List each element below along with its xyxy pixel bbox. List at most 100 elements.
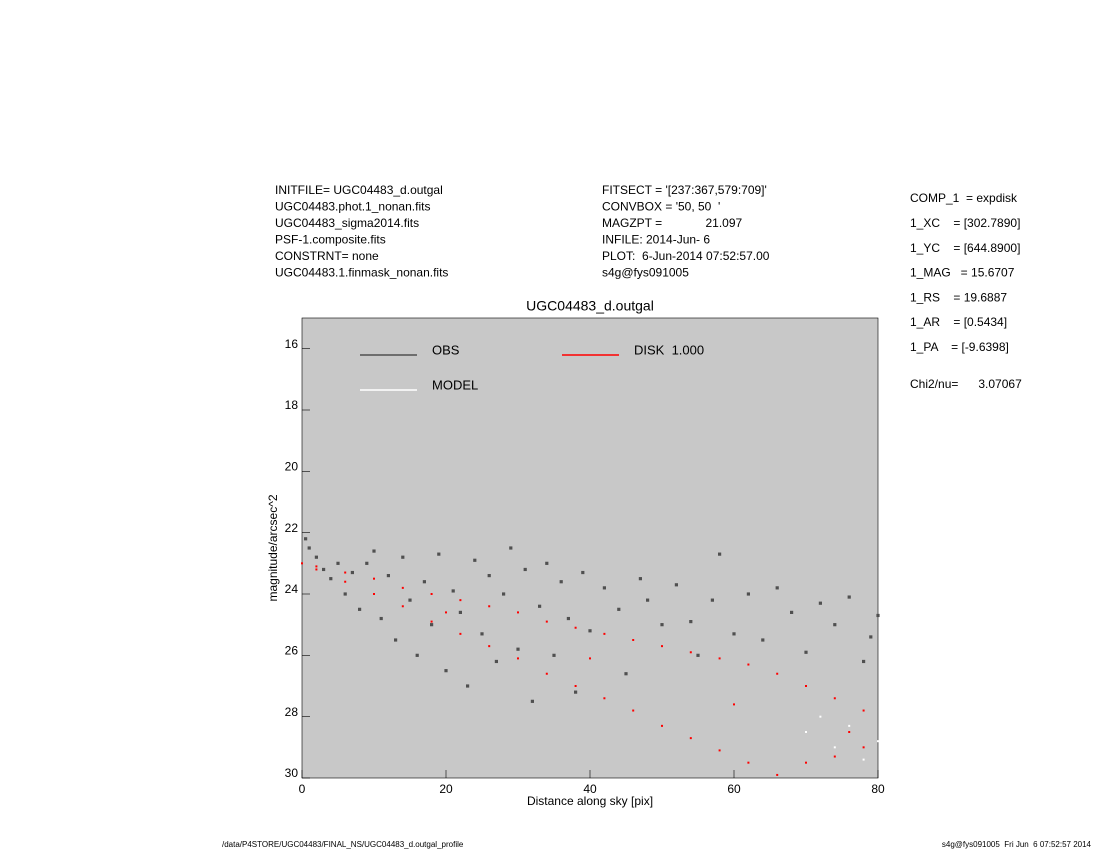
point xyxy=(588,629,592,633)
point xyxy=(408,598,412,602)
point xyxy=(444,669,448,673)
point xyxy=(733,703,735,706)
header-middle-line: PLOT: 6-Jun-2014 07:52:57.00 xyxy=(602,249,770,263)
header-right-line: 1_XC = [302.7890] xyxy=(910,216,1020,230)
point xyxy=(430,623,434,627)
point xyxy=(602,586,606,590)
point xyxy=(661,645,663,648)
point xyxy=(660,623,664,627)
point xyxy=(603,697,606,700)
point xyxy=(848,731,851,733)
y-tick-label: 22 xyxy=(285,521,299,535)
point xyxy=(437,552,441,556)
header-right-line: 1_PA = [-9.6398] xyxy=(910,340,1009,354)
legend-label: OBS xyxy=(432,342,460,357)
legend-label: MODEL xyxy=(432,377,478,392)
y-tick-label: 26 xyxy=(285,644,299,658)
x-tick-label: 0 xyxy=(299,782,306,796)
point xyxy=(776,773,779,776)
header-middle-line: FITSECT = '[237:367,579:709]' xyxy=(602,183,767,197)
point xyxy=(494,659,498,664)
point xyxy=(451,589,455,593)
point xyxy=(401,555,405,559)
point xyxy=(523,567,527,572)
point xyxy=(869,635,873,639)
point xyxy=(516,647,520,651)
point xyxy=(466,684,470,688)
point xyxy=(422,580,426,584)
point xyxy=(718,749,721,752)
point xyxy=(445,611,447,614)
point xyxy=(401,586,404,589)
point xyxy=(696,653,700,657)
point xyxy=(517,611,519,614)
point xyxy=(847,595,851,599)
header-middle-line: INFILE: 2014-Jun- 6 xyxy=(602,233,710,247)
header-middle-line: CONVBOX = '50, 50 ' xyxy=(602,200,720,214)
point xyxy=(509,546,513,550)
point xyxy=(415,653,419,657)
header-right-line: 1_AR = [0.5434] xyxy=(910,315,1007,329)
header-left-line: INITFILE= UGC04483_d.outgal xyxy=(275,183,443,197)
point xyxy=(574,690,578,694)
point xyxy=(775,586,779,590)
point xyxy=(530,699,534,703)
point xyxy=(343,592,347,596)
point xyxy=(876,613,880,618)
point xyxy=(589,657,591,660)
point xyxy=(386,574,390,578)
point xyxy=(818,601,822,605)
point xyxy=(545,672,548,675)
point xyxy=(401,605,404,608)
legend-label: DISK 1.000 xyxy=(634,342,704,357)
point xyxy=(718,552,722,556)
point xyxy=(372,549,376,553)
point xyxy=(430,620,433,623)
point xyxy=(689,651,692,654)
point xyxy=(746,592,750,596)
x-tick-label: 60 xyxy=(727,782,741,796)
point xyxy=(638,577,642,581)
point xyxy=(379,616,383,621)
header-right-line: COMP_1 = expdisk xyxy=(910,191,1018,205)
point xyxy=(776,672,779,675)
point xyxy=(805,731,807,733)
point xyxy=(747,663,750,666)
y-tick-label: 28 xyxy=(285,705,299,719)
point xyxy=(358,607,362,611)
y-tick-label: 24 xyxy=(285,582,299,596)
point xyxy=(805,761,807,764)
point xyxy=(322,567,326,572)
point xyxy=(877,740,879,743)
y-tick-label: 30 xyxy=(285,766,299,780)
point xyxy=(315,568,318,571)
point xyxy=(833,623,837,627)
point xyxy=(689,620,693,624)
point xyxy=(545,561,549,565)
header-left-line: UGC04483.1.finmask_nonan.fits xyxy=(275,266,448,280)
point xyxy=(559,580,563,584)
point xyxy=(329,577,333,581)
point xyxy=(459,632,462,635)
point xyxy=(487,574,491,578)
point xyxy=(314,555,318,559)
y-tick-label: 16 xyxy=(285,337,299,351)
point xyxy=(301,562,303,565)
point xyxy=(488,605,491,608)
point xyxy=(646,598,650,602)
chi2-text: Chi2/nu= 3.07067 xyxy=(910,377,1022,391)
header-middle-line: MAGZPT = 21.097 xyxy=(602,216,742,230)
point xyxy=(848,724,851,727)
point xyxy=(632,639,635,641)
point xyxy=(862,709,865,712)
point xyxy=(718,657,721,660)
point xyxy=(473,558,477,562)
point xyxy=(661,724,663,727)
point xyxy=(315,565,318,568)
point xyxy=(747,761,750,764)
point xyxy=(566,616,570,621)
point xyxy=(394,638,398,642)
y-tick-label: 18 xyxy=(285,398,299,412)
point xyxy=(833,697,836,700)
x-tick-label: 40 xyxy=(583,782,597,796)
